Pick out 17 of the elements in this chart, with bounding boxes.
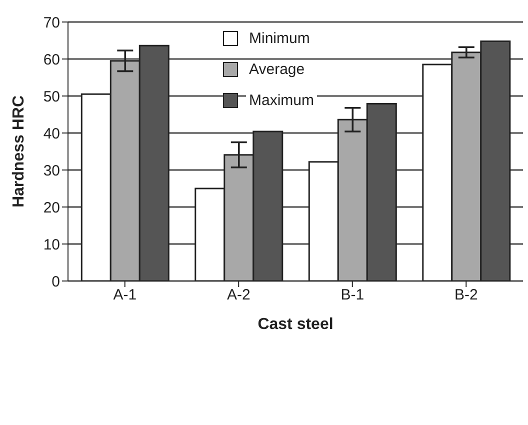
legend-label: Average <box>246 61 308 78</box>
y-tick-label: 50 <box>43 88 60 106</box>
x-tick-label: B-2 <box>454 286 478 304</box>
legend-label: Minimum <box>246 30 313 47</box>
x-axis-title: Cast steel <box>258 316 334 333</box>
y-tick-label: 30 <box>43 162 60 180</box>
y-tick-label: 10 <box>43 236 60 254</box>
legend-label: Maximum <box>246 92 318 109</box>
y-axis-title: Hardness HRC <box>10 95 28 208</box>
y-tick-label: 40 <box>43 125 60 142</box>
y-tick-label: 70 <box>43 14 60 32</box>
y-tick-label: 20 <box>43 199 60 216</box>
x-tick-label: A-1 <box>113 286 137 304</box>
y-tick-label: 60 <box>43 51 60 68</box>
y-tick-label: 0 <box>52 273 60 290</box>
x-tick-label: B-1 <box>340 286 364 304</box>
x-tick-label: A-2 <box>226 286 250 304</box>
